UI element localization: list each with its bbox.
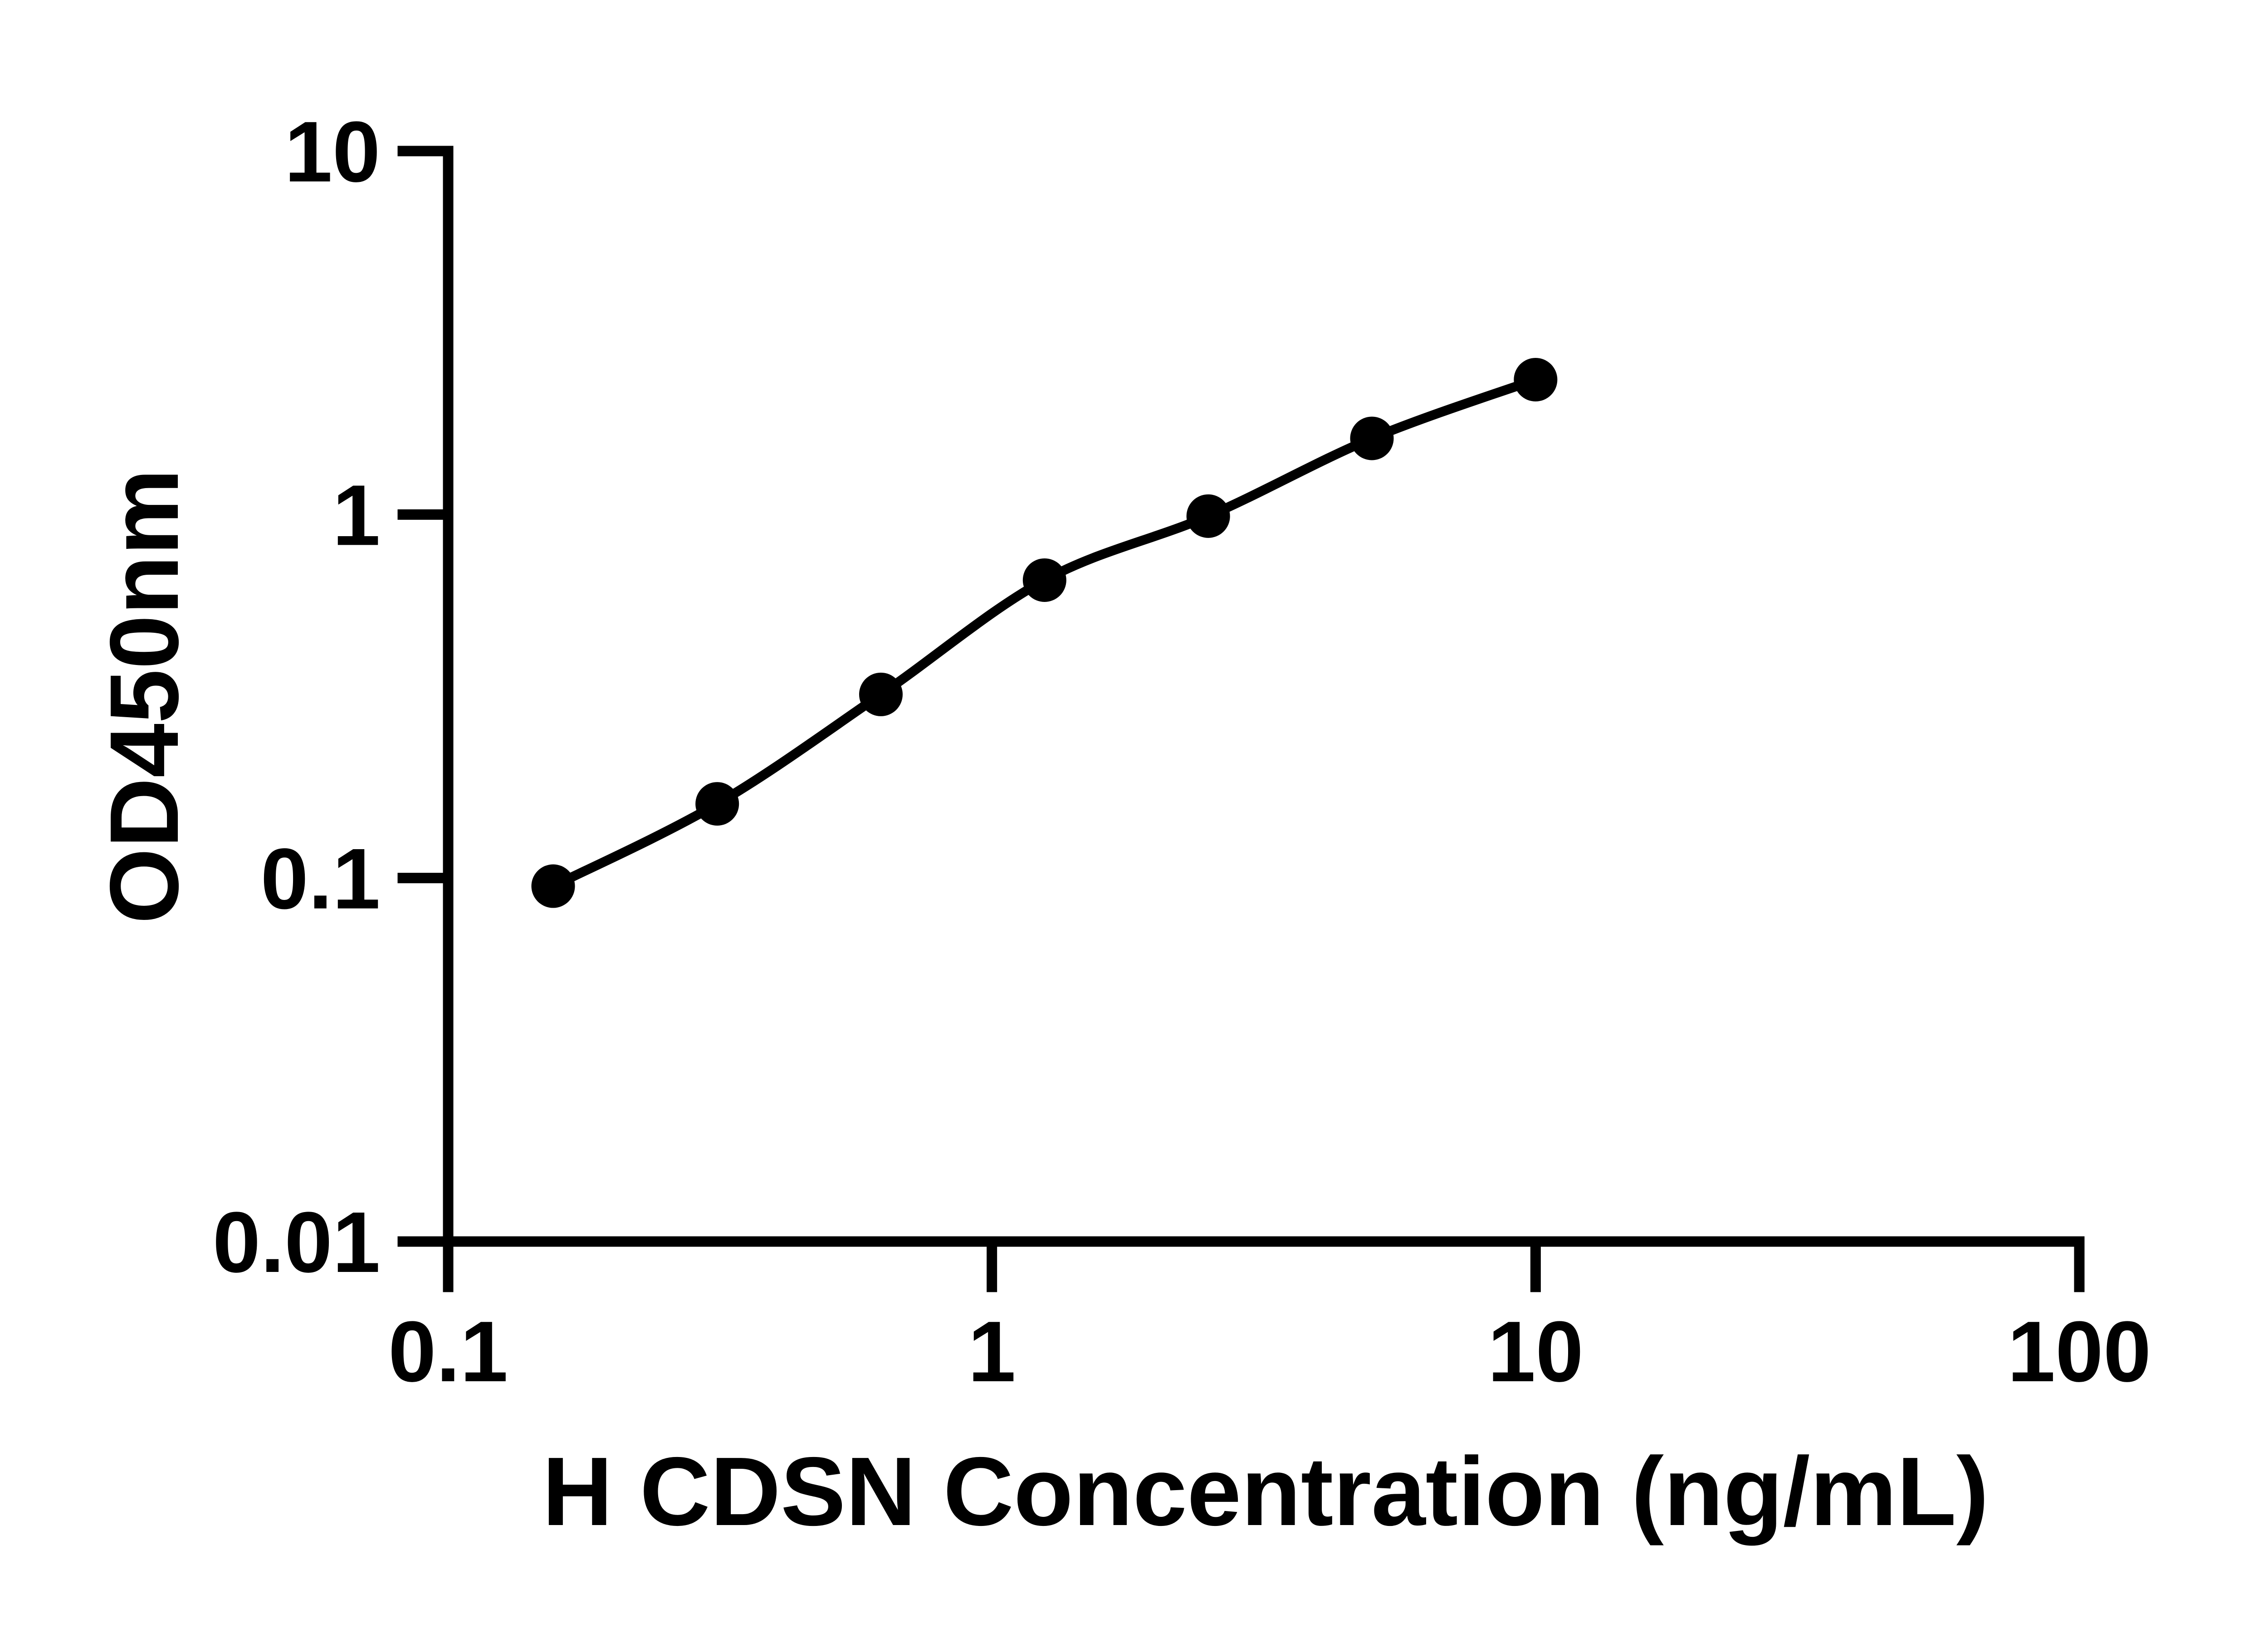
- x-tick-label-100: 100: [2007, 1304, 2151, 1400]
- y-tick-label-0.01: 0.01: [213, 1194, 381, 1291]
- data-point-marker-4: [1022, 558, 1066, 602]
- y-axis-title: OD450nm: [89, 469, 199, 924]
- plot-layer: [531, 357, 1558, 908]
- x-tick-label-1: 1: [968, 1304, 1016, 1400]
- data-point-marker-7: [1514, 357, 1558, 401]
- x-tick-label-0.1: 0.1: [388, 1304, 508, 1400]
- y-tick-label-0.1: 0.1: [260, 831, 380, 927]
- axes-layer: [443, 146, 2085, 1247]
- x-tick-label-10: 10: [1488, 1304, 1584, 1400]
- data-point-marker-1: [531, 864, 575, 908]
- x-axis-title: H CDSN Concentration (ng/mL): [543, 1437, 1989, 1546]
- y-tick-label-1: 1: [332, 467, 381, 563]
- data-point-marker-3: [859, 672, 903, 716]
- data-point-marker-2: [695, 782, 739, 826]
- ticks-layer: [397, 146, 2085, 1292]
- data-point-marker-5: [1186, 494, 1230, 538]
- y-tick-label-10: 10: [284, 104, 380, 200]
- data-point-marker-6: [1350, 416, 1394, 460]
